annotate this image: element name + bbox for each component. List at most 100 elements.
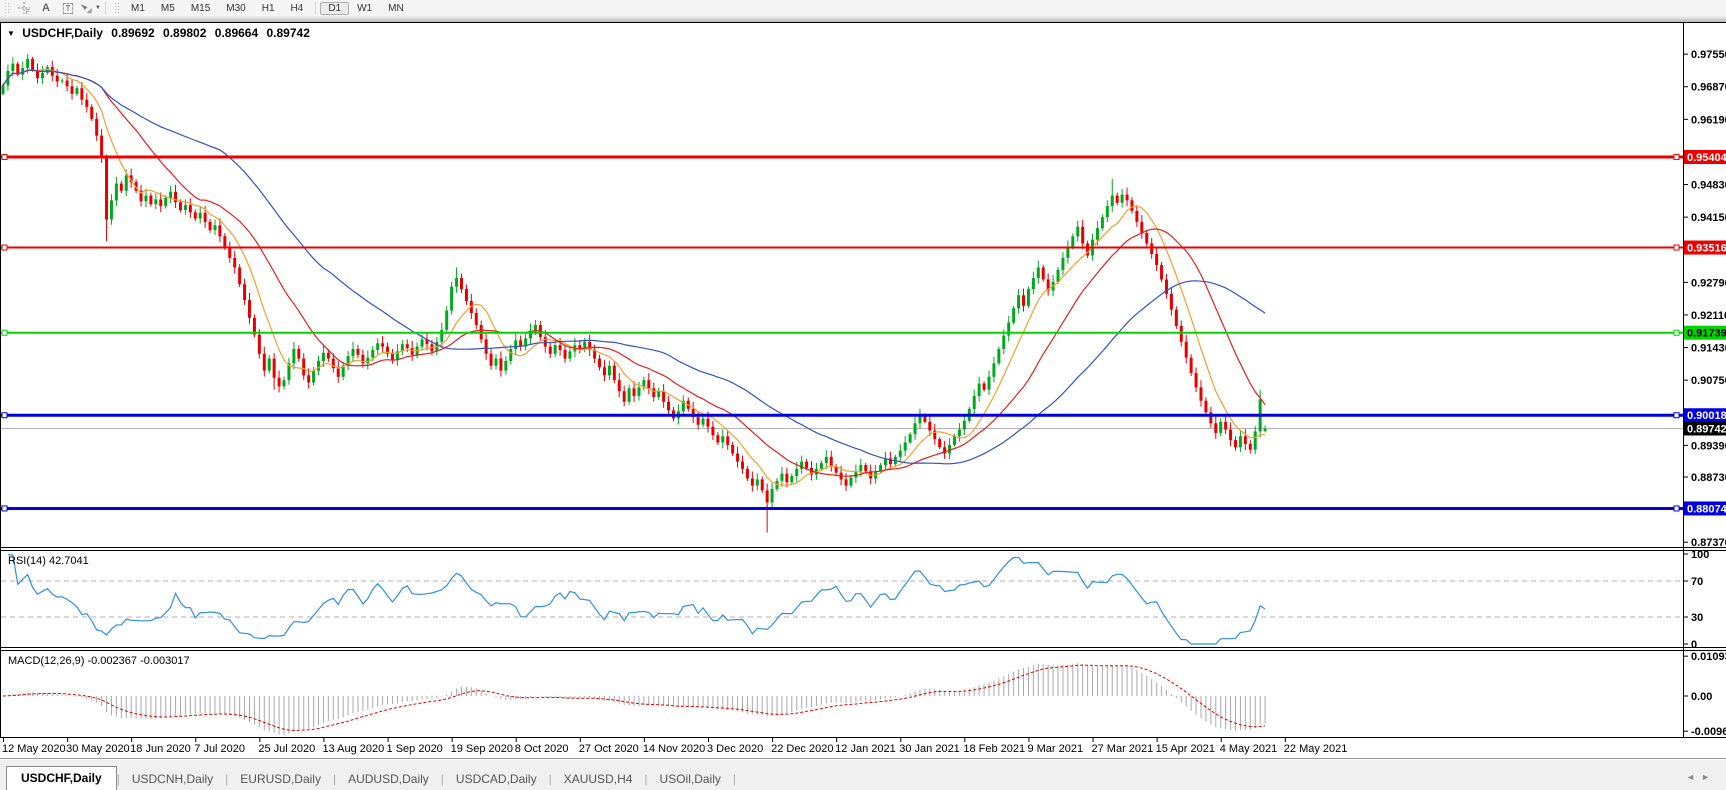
candle-body (70, 86, 74, 94)
text-box-icon[interactable]: T (57, 1, 79, 16)
candle-body (228, 247, 232, 258)
toolbar-grip[interactable] (114, 2, 119, 14)
date-axis-label: 25 Jul 2020 (258, 743, 315, 755)
text-label-icon[interactable]: A (42, 2, 50, 14)
rsi-axis-tick-label: 30 (1691, 612, 1703, 624)
candle-body (188, 205, 192, 213)
date-axis-label: 27 Mar 2021 (1092, 743, 1154, 755)
level-handle[interactable] (1, 505, 8, 512)
candle-body (923, 415, 927, 422)
candle-body (346, 356, 350, 366)
candle-body (1224, 421, 1228, 430)
timeframe-m5[interactable]: M5 (160, 2, 175, 14)
tab-scroll-right-icon[interactable]: ► (1701, 772, 1716, 782)
candle-body (159, 199, 163, 207)
collapse-triangle-icon[interactable]: ▼ (7, 29, 15, 38)
candle-body (859, 465, 863, 472)
timeframe-mn[interactable]: MN (388, 2, 404, 14)
date-axis-label: 22 May 2021 (1284, 743, 1348, 755)
candle-body (223, 236, 227, 248)
candle-body (1219, 421, 1223, 433)
horizontal-level-line[interactable] (0, 244, 1683, 251)
candle-body (721, 436, 725, 443)
candle-body (1238, 436, 1242, 448)
current-price-label-text: 0.89742 (1687, 423, 1726, 435)
tab-xauusd-h4[interactable]: XAUUSD,H4 (563, 772, 633, 786)
price-level-label-text: 0.93516 (1687, 243, 1726, 255)
level-handle[interactable] (1673, 154, 1680, 161)
candle-body (1194, 372, 1198, 388)
candle-body (849, 477, 853, 486)
candle-body (765, 490, 769, 503)
price-level-label-bg (1684, 408, 1726, 423)
level-handle[interactable] (1, 412, 8, 419)
level-handle[interactable] (1673, 329, 1680, 336)
date-axis-label: 18 Jun 2020 (130, 743, 191, 755)
candle-body (1184, 341, 1188, 358)
timeframe-m15[interactable]: M15 (190, 2, 211, 14)
candle-body (1, 85, 5, 94)
candle-body (80, 88, 84, 100)
candle-body (1012, 308, 1016, 323)
candle-body (1169, 293, 1173, 310)
candle-body (711, 426, 715, 436)
crosshair-icon[interactable]: F (13, 1, 35, 16)
horizontal-level-line[interactable] (0, 329, 1683, 336)
toolbar-separator (105, 2, 106, 14)
price-level-axis-label: 0.95404 (1684, 150, 1726, 165)
candle-body (499, 358, 503, 371)
tab-divider: | (644, 772, 648, 786)
candle-body (617, 380, 621, 392)
level-handle[interactable] (1, 329, 8, 336)
tab-usdchf-daily[interactable]: USDCHF,Daily (6, 766, 117, 790)
candle-body (317, 360, 321, 371)
candle-body (750, 478, 754, 486)
tab-usdcnh-daily[interactable]: USDCNH,Daily (131, 772, 214, 786)
horizontal-level-line[interactable] (0, 412, 1683, 419)
candle-body (1125, 194, 1129, 201)
candle-body (1022, 295, 1026, 306)
timeframe-w1[interactable]: W1 (357, 2, 373, 14)
level-handle[interactable] (1673, 412, 1680, 419)
level-handle[interactable] (1, 154, 8, 161)
candle-body (341, 365, 345, 377)
candle-body (992, 363, 996, 377)
candle-body (390, 353, 394, 360)
timeframe-h4[interactable]: H4 (290, 2, 304, 14)
toolbar-grip[interactable] (4, 2, 9, 14)
tab-eurusd-daily[interactable]: EURUSD,Daily (240, 772, 321, 786)
level-handle[interactable] (1673, 244, 1680, 251)
candle-body (622, 391, 626, 402)
tab-usoil-daily[interactable]: USOil,Daily (659, 772, 721, 786)
candle-body (504, 360, 508, 371)
horizontal-level-line[interactable] (0, 505, 1683, 512)
tab-usdcad-daily[interactable]: USDCAD,Daily (455, 772, 537, 786)
price-level-axis-label: 0.91739 (1684, 325, 1726, 340)
shapes-icon[interactable]: ▼ (79, 1, 101, 16)
timeframe-h1[interactable]: H1 (261, 2, 275, 14)
candle-body (459, 278, 463, 290)
horizontal-level-line[interactable] (0, 154, 1683, 161)
candle-body (548, 346, 552, 354)
candle-body (218, 225, 222, 237)
candle-body (607, 365, 611, 376)
date-axis-label: 12 Jan 2021 (835, 743, 896, 755)
candle-body (691, 408, 695, 418)
candle-body (509, 348, 513, 361)
candle-body (381, 343, 385, 347)
candle-body (1007, 322, 1011, 336)
ohlc-high: 0.89802 (163, 26, 207, 40)
timeframe-m1[interactable]: M1 (131, 2, 145, 14)
rsi-axis-tick-label: 0 (1691, 639, 1697, 651)
tab-audusd-daily[interactable]: AUDUSD,Daily (348, 772, 429, 786)
timeframe-m30[interactable]: M30 (226, 2, 246, 14)
tab-scroll-left-icon[interactable]: ◄ (1686, 772, 1702, 782)
timeframe-d1[interactable]: D1 (320, 1, 350, 15)
candle-body (1209, 412, 1213, 424)
level-handle[interactable] (1673, 505, 1680, 512)
level-handle[interactable] (1, 244, 8, 251)
price-level-label-text: 0.91739 (1687, 328, 1726, 340)
